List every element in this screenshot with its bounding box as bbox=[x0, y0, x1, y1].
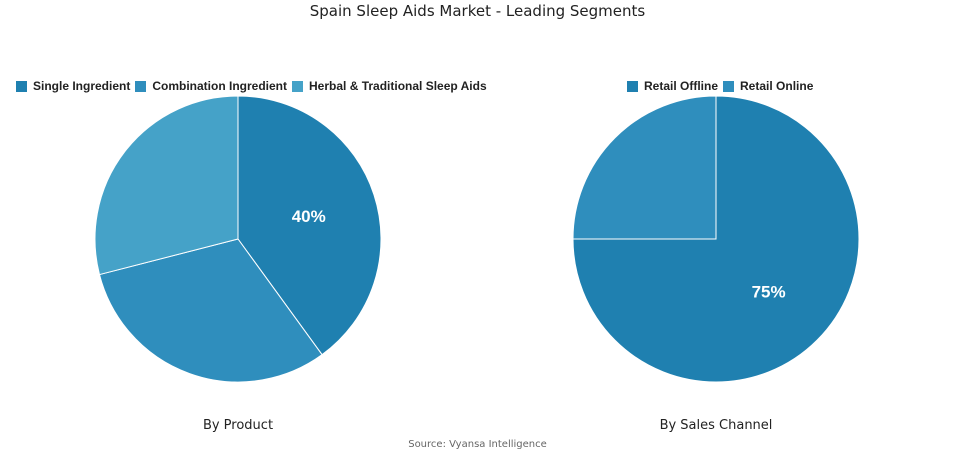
legend-swatch bbox=[292, 80, 304, 92]
legend-swatch bbox=[723, 80, 735, 92]
pie-slice bbox=[237, 95, 382, 356]
pie-slice bbox=[572, 95, 717, 240]
data-label: 40% bbox=[292, 207, 326, 226]
source-note: Source: Vyansa Intelligence bbox=[408, 439, 547, 450]
legend-label: Herbal & Traditional Sleep Aids bbox=[309, 79, 487, 93]
legend-item: Retail Online bbox=[723, 79, 813, 93]
legend-by-product: Single Ingredient Combination Ingredient H… bbox=[16, 79, 492, 93]
chart-title: Spain Sleep Aids Market - Leading Segmen… bbox=[309, 2, 646, 20]
legend-label: Single Ingredient bbox=[33, 79, 131, 93]
data-label: 75% bbox=[752, 283, 786, 302]
pie-slice bbox=[94, 95, 239, 276]
legend-item: Herbal & Traditional Sleep Aids bbox=[292, 79, 487, 93]
legend-swatch bbox=[627, 80, 638, 92]
pie-subtitle-by-sales-channel: By Sales Channel bbox=[659, 418, 773, 433]
legend-by-sales-channel: Retail Offline Retail Online bbox=[627, 79, 818, 93]
pie-slice bbox=[98, 238, 323, 383]
pie-slice bbox=[572, 95, 860, 383]
legend-item: Combination Ingredient bbox=[135, 79, 287, 93]
legend-swatch bbox=[135, 80, 147, 92]
pie-subtitle-by-product: By Product bbox=[202, 418, 274, 433]
legend-item: Single Ingredient bbox=[16, 79, 130, 93]
legend-label: Combination Ingredient bbox=[152, 79, 288, 93]
legend-label: Retail Offline bbox=[644, 79, 719, 93]
legend-swatch bbox=[16, 80, 27, 92]
legend-label: Retail Online bbox=[740, 79, 814, 93]
legend-item: Retail Offline bbox=[627, 79, 718, 93]
